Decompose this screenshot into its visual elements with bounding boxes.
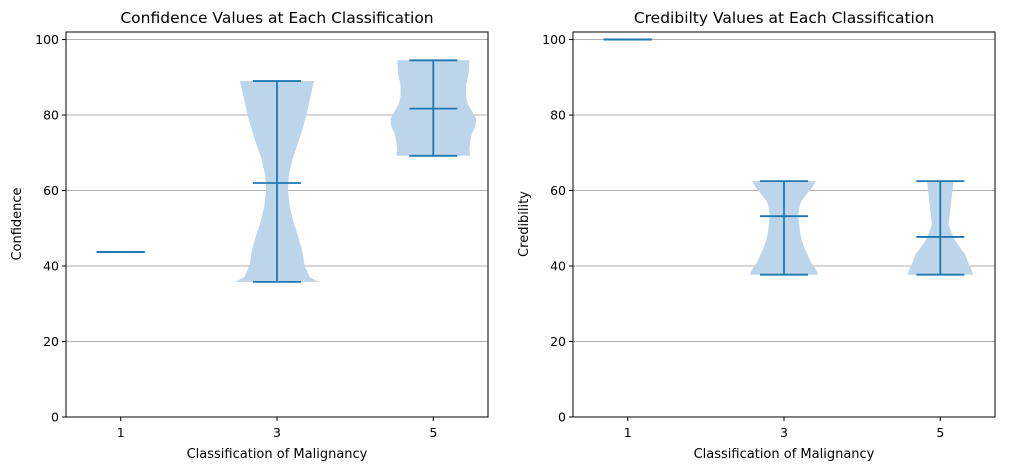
x-tick-label: 5 bbox=[429, 425, 437, 440]
x-tick-label: 1 bbox=[117, 425, 125, 440]
x-axis-label: Classification of Malignancy bbox=[187, 447, 368, 462]
chart-title: Confidence Values at Each Classification bbox=[120, 9, 433, 27]
y-axis-label: Confidence bbox=[10, 187, 25, 260]
violins bbox=[603, 38, 974, 276]
y-tick-label: 20 bbox=[550, 334, 566, 349]
y-tick-label: 80 bbox=[43, 108, 59, 123]
y-tick-label: 60 bbox=[550, 183, 566, 198]
y-tick-label: 100 bbox=[35, 32, 59, 47]
x-axis-label: Classification of Malignancy bbox=[694, 447, 875, 462]
credibility-chart: Credibilty Values at Each Classification… bbox=[517, 9, 996, 462]
y-tick-label: 100 bbox=[542, 32, 566, 47]
y-tick-label: 60 bbox=[43, 183, 59, 198]
x-tick-label: 1 bbox=[624, 425, 632, 440]
y-tick-label: 40 bbox=[43, 259, 59, 274]
x-tick-label: 3 bbox=[273, 425, 281, 440]
confidence-chart: Confidence Values at Each Classification… bbox=[10, 9, 489, 462]
y-ticks: 0 20 40 60 80 100 bbox=[35, 32, 66, 425]
x-ticks: 1 3 5 bbox=[117, 417, 437, 440]
y-tick-label: 40 bbox=[550, 259, 566, 274]
y-tick-label: 20 bbox=[43, 334, 59, 349]
violins bbox=[96, 59, 477, 283]
y-axis-label: Credibility bbox=[517, 191, 532, 257]
x-tick-label: 3 bbox=[780, 425, 788, 440]
x-tick-label: 5 bbox=[936, 425, 944, 440]
y-tick-label: 80 bbox=[550, 108, 566, 123]
x-ticks: 1 3 5 bbox=[624, 417, 944, 440]
y-tick-label: 0 bbox=[51, 410, 59, 425]
y-ticks: 0 20 40 60 80 100 bbox=[542, 32, 573, 425]
chart-title: Credibilty Values at Each Classification bbox=[634, 9, 934, 27]
y-tick-label: 0 bbox=[558, 410, 566, 425]
